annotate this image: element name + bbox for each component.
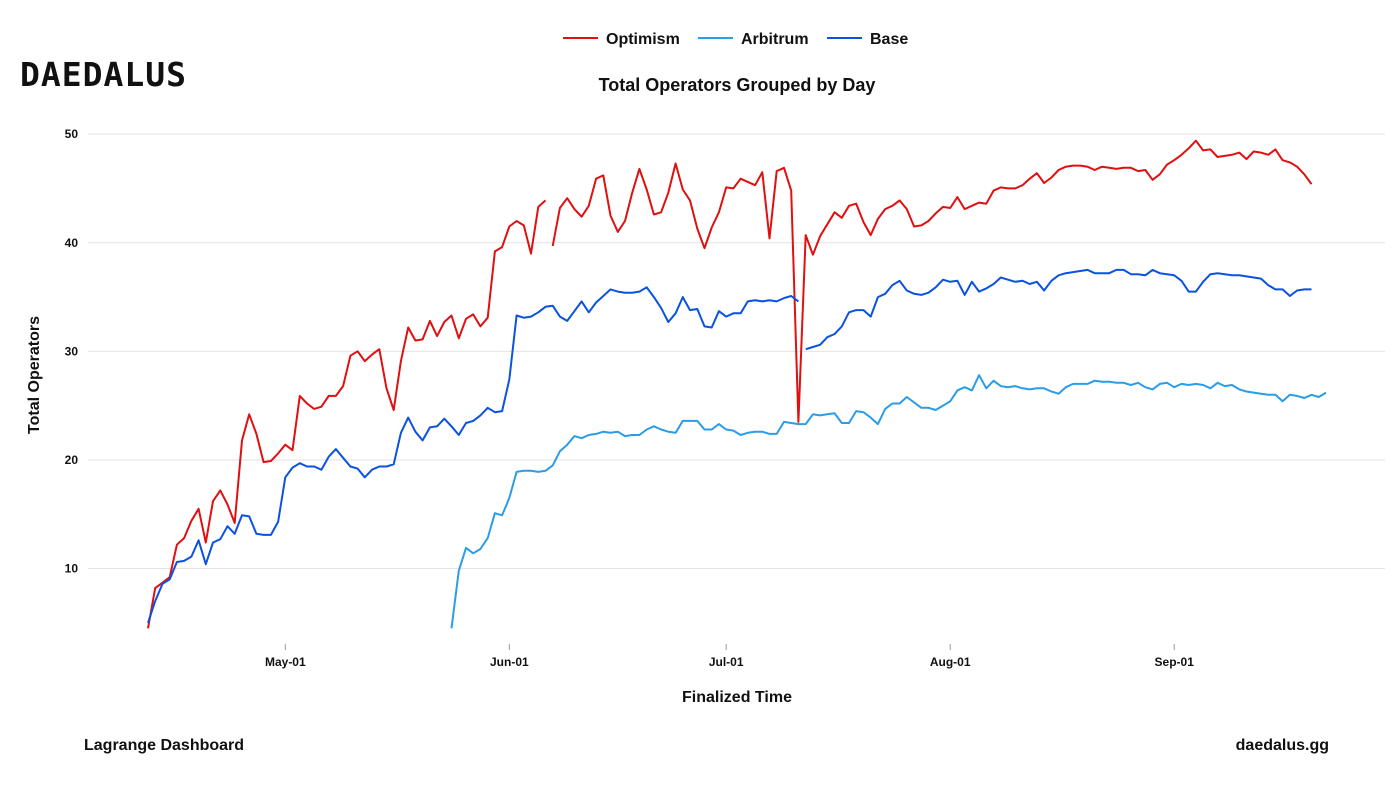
- y-tick-label: 10: [65, 562, 79, 576]
- legend: Optimism Arbitrum Base: [563, 31, 908, 48]
- y-tick-label: 30: [65, 344, 79, 358]
- y-tick-label: 40: [65, 236, 79, 250]
- grid-lines: [88, 133, 1385, 570]
- legend-label-base: Base: [870, 31, 908, 48]
- footer-dashboard-name: Lagrange Dashboard: [84, 737, 245, 754]
- y-axis-ticks: 10 20 30 40 50: [65, 127, 79, 575]
- daedalus-logo[interactable]: DAEDALUS: [20, 55, 187, 94]
- x-axis-ticks: May-01 Jun-01 Jul-01 Aug-01 Sep-01: [265, 644, 1194, 669]
- chart-title: Total Operators Grouped by Day: [599, 75, 876, 95]
- series-line-arbitrum-1[interactable]: [450, 374, 1327, 629]
- x-tick-label: May-01: [265, 655, 306, 669]
- legend-item-base[interactable]: Base: [827, 31, 908, 48]
- series-line-optimism-1[interactable]: [147, 199, 547, 629]
- x-tick-label: Sep-01: [1155, 655, 1195, 669]
- legend-label-optimism: Optimism: [606, 31, 680, 48]
- x-tick-label: Jun-01: [490, 655, 529, 669]
- y-tick-label: 20: [65, 453, 79, 467]
- x-tick-label: Aug-01: [930, 655, 971, 669]
- legend-label-arbitrum: Arbitrum: [741, 31, 809, 48]
- y-axis-title: Total Operators: [26, 316, 43, 434]
- series-lines: [147, 139, 1327, 629]
- series-line-optimism-2[interactable]: [551, 139, 1313, 423]
- series-line-base-1[interactable]: [147, 286, 800, 624]
- legend-item-arbitrum[interactable]: Arbitrum: [698, 31, 809, 48]
- x-axis-title: Finalized Time: [682, 689, 792, 706]
- legend-item-optimism[interactable]: Optimism: [563, 31, 680, 48]
- footer-site-link[interactable]: daedalus.gg: [1235, 737, 1329, 754]
- y-tick-label: 50: [65, 127, 79, 141]
- series-line-base-2[interactable]: [805, 268, 1312, 351]
- x-tick-label: Jul-01: [709, 655, 744, 669]
